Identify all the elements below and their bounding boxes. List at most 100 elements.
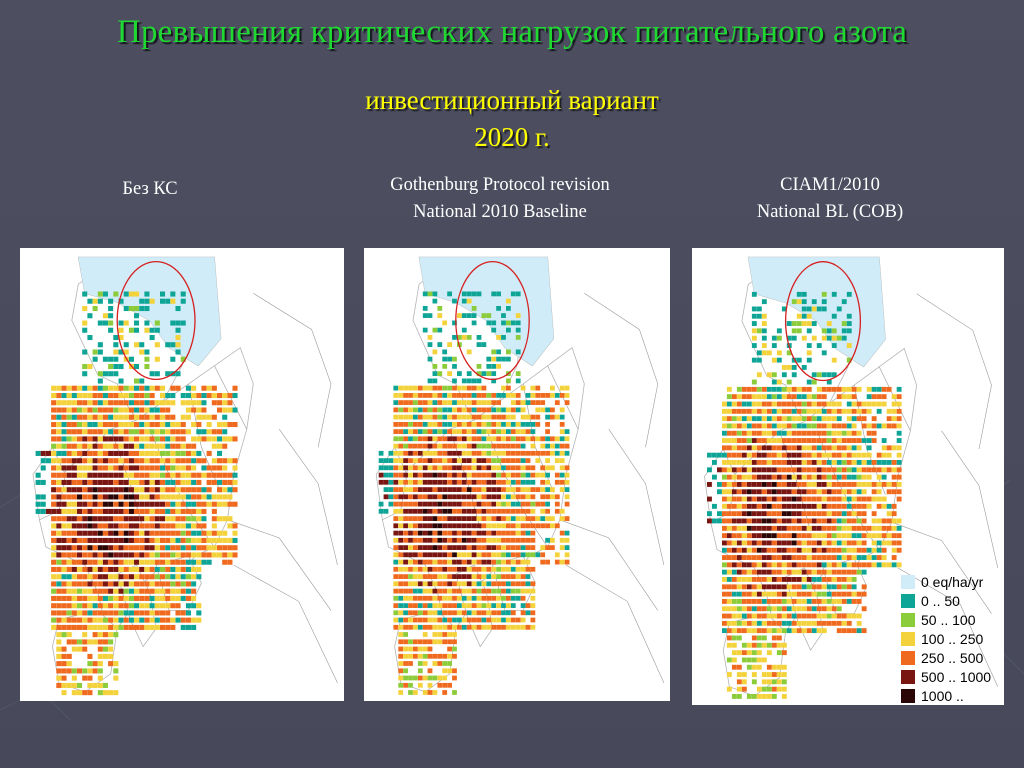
exceedance-cell <box>461 313 467 318</box>
exceedance-cell <box>476 364 482 369</box>
exceedance-cell <box>510 458 516 463</box>
exceedance-cell <box>191 436 197 442</box>
exceedance-cell <box>731 503 737 509</box>
exceedance-cell <box>232 458 238 464</box>
exceedance-cell <box>71 545 77 551</box>
exceedance-cell <box>139 595 145 601</box>
exceedance-cell <box>751 328 757 334</box>
exceedance-cell <box>771 474 777 480</box>
exceedance-cell <box>535 523 541 529</box>
exceedance-cell <box>437 400 443 405</box>
exceedance-cell <box>92 479 98 485</box>
exceedance-cell <box>821 533 827 539</box>
exceedance-cell <box>781 540 787 546</box>
exceedance-cell <box>466 313 472 318</box>
exceedance-cell <box>66 639 72 645</box>
exceedance-cell <box>437 653 443 659</box>
exceedance-cell <box>461 450 467 456</box>
exceedance-cell <box>432 508 438 514</box>
exceedance-cell <box>525 552 531 558</box>
exceedance-cell <box>515 436 521 442</box>
exceedance-cell <box>457 530 462 536</box>
exceedance-cell <box>791 518 797 524</box>
exceedance-cell <box>149 617 155 623</box>
exceedance-cell <box>831 584 837 590</box>
exceedance-cell <box>520 617 526 623</box>
exceedance-cell <box>457 450 462 456</box>
exceedance-cell <box>821 584 827 590</box>
exceedance-cell <box>87 682 93 688</box>
exceedance-cell <box>417 545 423 550</box>
exceedance-cell <box>876 540 882 546</box>
exceedance-cell <box>149 450 155 456</box>
exceedance-cell <box>92 595 98 601</box>
exceedance-cell <box>866 533 872 539</box>
exceedance-cell <box>831 291 837 297</box>
exceedance-cell <box>457 508 462 514</box>
exceedance-cell <box>398 501 404 507</box>
exceedance-cell <box>447 552 452 558</box>
exceedance-cell <box>496 537 501 543</box>
exceedance-cell <box>144 320 150 326</box>
exceedance-cell <box>185 624 191 630</box>
exceedance-cell <box>525 501 531 507</box>
exceedance-cell <box>422 443 428 449</box>
exceedance-cell <box>564 429 570 434</box>
exceedance-cell <box>442 458 448 463</box>
exceedance-cell <box>731 657 737 663</box>
exceedance-cell <box>201 523 207 529</box>
exceedance-cell <box>149 545 155 551</box>
exceedance-cell <box>82 501 88 507</box>
exceedance-cell <box>175 327 181 333</box>
exceedance-cell <box>442 422 448 427</box>
exceedance-cell <box>530 494 536 500</box>
exceedance-cell <box>108 516 114 522</box>
exceedance-cell <box>476 458 482 463</box>
exceedance-cell <box>826 496 832 502</box>
exceedance-cell <box>559 443 565 449</box>
exceedance-cell <box>751 379 757 385</box>
exceedance-cell <box>422 523 428 529</box>
exceedance-cell <box>139 545 145 551</box>
exceedance-cell <box>222 530 228 536</box>
exceedance-cell <box>530 414 536 420</box>
exceedance-cell <box>185 574 191 580</box>
exceedance-cell <box>806 350 812 356</box>
exceedance-cell <box>741 438 747 443</box>
exceedance-cell <box>170 559 176 565</box>
exceedance-cell <box>771 386 777 392</box>
exceedance-cell <box>393 516 399 521</box>
exceedance-cell <box>201 436 207 442</box>
exceedance-cell <box>496 545 501 550</box>
exceedance-cell <box>437 371 443 376</box>
exceedance-cell <box>222 407 228 413</box>
exceedance-cell <box>796 321 802 326</box>
exceedance-cell <box>726 628 732 634</box>
exceedance-cell <box>806 357 812 363</box>
exceedance-cell <box>170 414 176 420</box>
exceedance-cell <box>540 523 546 529</box>
exceedance-cell <box>97 465 103 471</box>
exceedance-cell <box>821 460 827 465</box>
exceedance-cell <box>56 429 62 435</box>
exceedance-cell <box>476 610 482 616</box>
exceedance-cell <box>422 400 428 405</box>
exceedance-cell <box>776 511 782 517</box>
map-panel-no-measures <box>20 248 344 701</box>
exceedance-cell <box>476 559 482 565</box>
exceedance-cell <box>398 465 404 471</box>
exceedance-cell <box>87 595 93 601</box>
exceedance-cell <box>746 599 752 604</box>
exceedance-cell <box>227 537 233 543</box>
exceedance-cell <box>481 574 487 579</box>
exceedance-cell <box>447 342 452 347</box>
exceedance-cell <box>786 365 792 370</box>
exceedance-cell <box>160 559 166 565</box>
exceedance-cell <box>811 474 817 480</box>
exceedance-cell <box>481 523 487 529</box>
exceedance-cell <box>515 479 521 485</box>
exceedance-cell <box>550 407 555 413</box>
exceedance-cell <box>144 501 150 507</box>
exceedance-cell <box>491 588 497 594</box>
exceedance-cell <box>56 422 62 428</box>
